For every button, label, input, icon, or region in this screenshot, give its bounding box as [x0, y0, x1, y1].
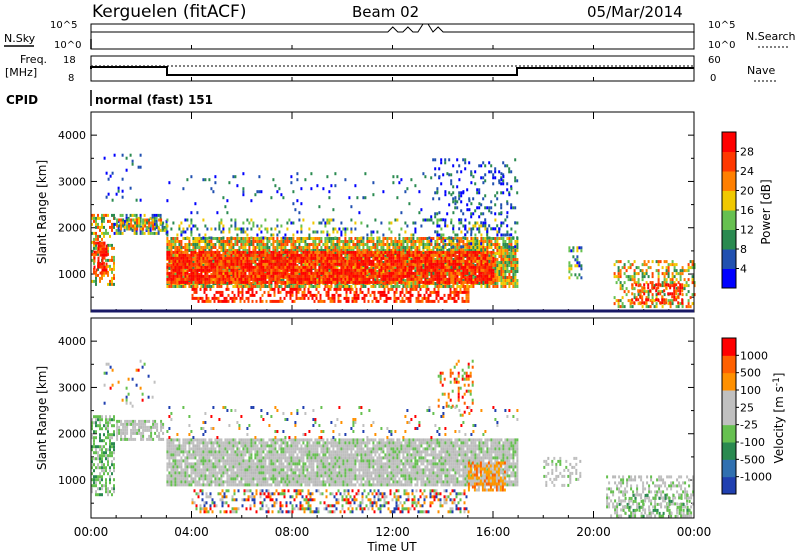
- colorbar-tick-label: 100: [740, 384, 761, 397]
- y-tick-label: 1000: [58, 474, 86, 487]
- power-echoes: [91, 153, 696, 309]
- power-colorbar-label: Power [dB]: [759, 179, 773, 244]
- station-title: Kerguelen (fitACF): [92, 2, 246, 22]
- colorbar-swatch: [722, 132, 736, 152]
- beam-title: Beam 02: [352, 3, 419, 21]
- colorbar-tick-label: 8: [740, 243, 747, 256]
- nsky-strip: N.Sky 10^5 10^0 10^5 10^0 N.Search: [4, 20, 796, 51]
- y-tick-label: 4000: [58, 335, 86, 348]
- colorbar-swatch: [722, 338, 736, 356]
- y-tick-label: 2000: [58, 428, 86, 441]
- colorbar-swatch: [722, 424, 736, 443]
- y-tick-label: 4000: [58, 129, 86, 142]
- time-axis-label: Time UT: [366, 540, 417, 554]
- x-tick-label: 16:00: [476, 525, 511, 539]
- nsky-tick-top: 10^5: [50, 20, 77, 31]
- velocity-panel: 1000 2000 3000 4000 Slant Range [km] 1000 50…: [35, 317, 786, 519]
- colorbar-tick-label: 12: [740, 224, 754, 237]
- freq-strip: Freq. [MHz] 18 8 60 0 Nave: [5, 53, 778, 84]
- x-tick-label: 08:00: [275, 525, 310, 539]
- power-colorbar: 28 24 20 16 12 8 4: [721, 131, 754, 289]
- colorbar-frame: [721, 337, 737, 495]
- date-title: 05/Mar/2014: [587, 3, 683, 21]
- freq-tick-top: 18: [63, 55, 76, 66]
- velocity-echoes: [91, 359, 695, 518]
- colorbar-tick-label: -100: [740, 436, 765, 449]
- colorbar-tick-label: 16: [740, 204, 754, 217]
- colorbar-tick-label: 20: [740, 185, 754, 198]
- colorbar-swatch: [722, 229, 736, 250]
- colorbar-tick-label: 1000: [740, 349, 768, 362]
- colorbar-tick-label: -500: [740, 453, 765, 466]
- nave-tick-top: 60: [708, 55, 721, 66]
- colorbar-swatch: [722, 210, 736, 230]
- colorbar-swatch: [722, 407, 736, 426]
- nave-tick-bottom: 0: [710, 73, 716, 84]
- colorbar-swatch: [722, 372, 736, 391]
- x-tick-label: 04:00: [174, 525, 209, 539]
- y-tick-label: 3000: [58, 381, 86, 394]
- x-tick-label: 20:00: [576, 525, 611, 539]
- colorbar-swatch: [722, 190, 736, 211]
- y-tick-label: 2000: [58, 222, 86, 235]
- colorbar-swatch: [722, 355, 736, 374]
- colorbar-swatch: [722, 459, 736, 478]
- colorbar-tick-label: 500: [740, 367, 761, 380]
- cpid-value: normal (fast) 151: [95, 93, 213, 107]
- velocity-frame: [90, 317, 695, 519]
- colorbar-tick-label: 28: [740, 146, 754, 159]
- nsearch-tick-top: 10^5: [708, 20, 735, 31]
- colorbar-swatch: [722, 476, 736, 495]
- nsearch-label: N.Search: [746, 30, 796, 43]
- nave-label: Nave: [747, 64, 775, 77]
- freq-tick-bottom: 8: [68, 73, 74, 84]
- x-tick-label: 00:00: [677, 525, 712, 539]
- colorbar-swatch: [722, 442, 736, 460]
- colorbar-swatch: [722, 390, 736, 408]
- x-tick-label: 12:00: [375, 525, 410, 539]
- colorbar-tick-label: -1000: [740, 471, 772, 484]
- y-tick-label: 1000: [58, 268, 86, 281]
- nsky-tick-bottom: 10^0: [54, 40, 81, 51]
- colorbar-tick-label: 24: [740, 165, 754, 178]
- cpid-label: CPID: [6, 93, 38, 107]
- power-panel: 1000 2000 3000 4000 Slant Range [km] 28 24 20…: [35, 111, 773, 313]
- freq-label: Freq.: [20, 53, 47, 66]
- freq-trace: [90, 66, 694, 76]
- freq-unit-label: [MHz]: [5, 66, 37, 79]
- velocity-colorbar: 1000 500 100 25 -25 -100 -500 -1000: [721, 337, 772, 495]
- power-y-axis-label: Slant Range [km]: [35, 160, 49, 264]
- colorbar-tick-label: -25: [740, 419, 758, 432]
- colorbar-swatch: [722, 151, 736, 172]
- nsearch-tick-bottom: 10^0: [708, 40, 735, 51]
- velocity-colorbar-label: Velocity [m s-1]: [772, 373, 786, 464]
- nsky-trace: [91, 23, 695, 33]
- colorbar-tick-label: 25: [740, 401, 754, 414]
- velocity-y-axis-label: Slant Range [km]: [35, 366, 49, 470]
- cpid-strip: CPID normal (fast) 151: [6, 90, 213, 107]
- colorbar-swatch: [722, 171, 736, 191]
- x-tick-label: 00:00: [74, 525, 109, 539]
- colorbar-tick-label: 4: [740, 263, 747, 276]
- colorbar-swatch: [722, 268, 736, 289]
- nsky-label: N.Sky: [4, 32, 36, 45]
- time-axis: 00:00 04:00 08:00 12:00 16:00 20:00 00:00: [74, 45, 712, 539]
- colorbar-swatch: [722, 249, 736, 269]
- y-tick-label: 3000: [58, 175, 86, 188]
